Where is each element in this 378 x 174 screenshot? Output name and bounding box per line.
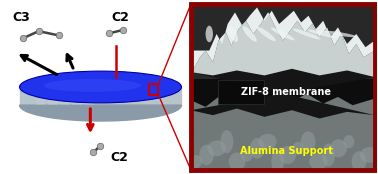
- Ellipse shape: [330, 139, 347, 157]
- Bar: [149, 84, 158, 95]
- Ellipse shape: [323, 31, 357, 37]
- Text: C2: C2: [112, 11, 130, 24]
- Ellipse shape: [257, 27, 276, 41]
- Ellipse shape: [322, 143, 335, 167]
- Ellipse shape: [271, 150, 284, 173]
- Polygon shape: [191, 12, 375, 77]
- Polygon shape: [191, 94, 375, 170]
- Ellipse shape: [343, 135, 354, 148]
- Bar: [48, 89, 57, 105]
- Ellipse shape: [199, 145, 214, 165]
- Point: [97, 144, 103, 147]
- Point: [119, 29, 125, 31]
- Bar: [84, 89, 94, 105]
- Text: ZIF-8 membrane: ZIF-8 membrane: [242, 87, 332, 97]
- Ellipse shape: [352, 151, 366, 172]
- Ellipse shape: [301, 131, 316, 152]
- Ellipse shape: [258, 134, 277, 150]
- Ellipse shape: [228, 26, 238, 42]
- Bar: [72, 89, 82, 105]
- Bar: [191, 4, 375, 170]
- Polygon shape: [191, 69, 375, 118]
- Ellipse shape: [191, 155, 202, 168]
- Ellipse shape: [280, 146, 296, 164]
- Ellipse shape: [293, 142, 304, 155]
- Bar: [36, 89, 45, 105]
- Ellipse shape: [220, 130, 233, 153]
- Ellipse shape: [242, 148, 253, 162]
- Ellipse shape: [20, 71, 181, 103]
- Point: [105, 32, 112, 35]
- Ellipse shape: [44, 79, 141, 92]
- Bar: [191, 4, 375, 170]
- Polygon shape: [191, 4, 375, 79]
- Polygon shape: [20, 87, 181, 105]
- Ellipse shape: [360, 147, 378, 163]
- Ellipse shape: [309, 154, 327, 169]
- Ellipse shape: [243, 26, 257, 42]
- Bar: [218, 80, 264, 104]
- Ellipse shape: [250, 138, 265, 159]
- Polygon shape: [191, 7, 375, 74]
- Text: C3: C3: [12, 11, 30, 24]
- Ellipse shape: [229, 152, 245, 171]
- Ellipse shape: [307, 30, 339, 38]
- Point: [20, 37, 26, 40]
- Point: [36, 30, 42, 33]
- Text: Alumina Support: Alumina Support: [240, 146, 333, 156]
- Ellipse shape: [208, 140, 226, 156]
- Bar: [60, 89, 70, 105]
- Ellipse shape: [293, 29, 321, 39]
- Point: [56, 34, 62, 37]
- Ellipse shape: [206, 26, 213, 42]
- Point: [90, 151, 96, 154]
- Polygon shape: [20, 105, 181, 121]
- Text: C2: C2: [110, 151, 128, 164]
- Ellipse shape: [271, 27, 295, 40]
